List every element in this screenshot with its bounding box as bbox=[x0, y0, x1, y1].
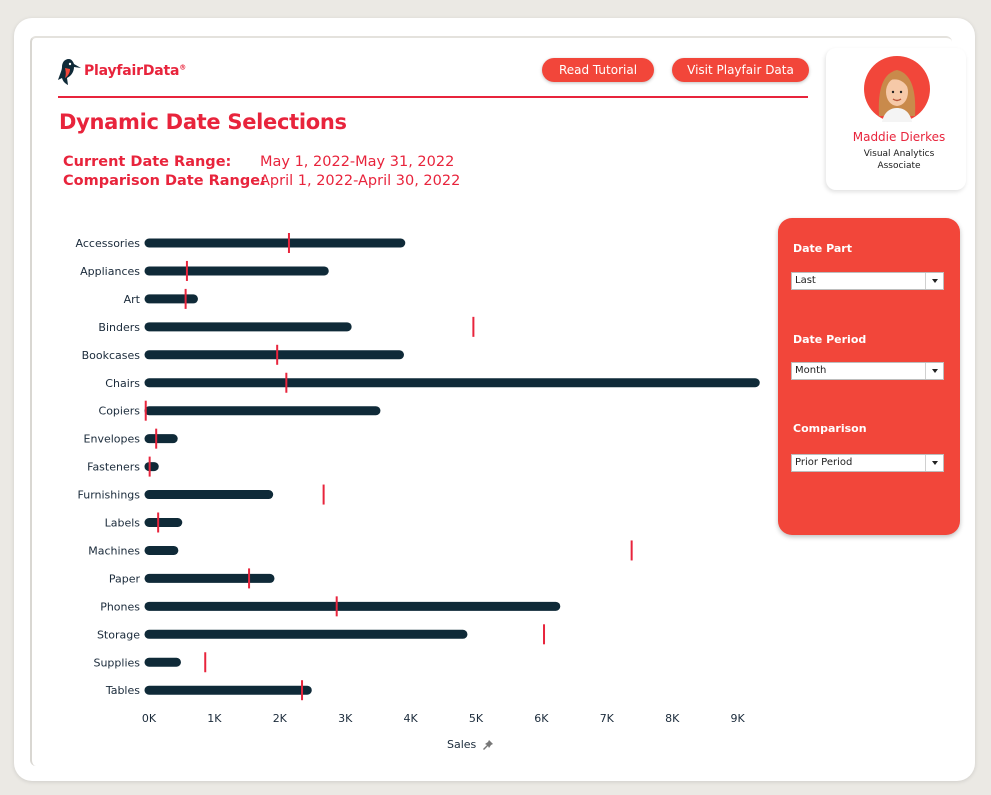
x-axis-title: Sales bbox=[447, 738, 494, 751]
category-label: Chairs bbox=[105, 377, 140, 390]
page-title: Dynamic Date Selections bbox=[59, 110, 347, 134]
category-label: Supplies bbox=[93, 656, 140, 669]
category-label: Binders bbox=[98, 321, 140, 334]
category-label: Fasteners bbox=[87, 461, 140, 474]
category-label: Furnishings bbox=[78, 489, 141, 502]
pin-icon[interactable] bbox=[482, 739, 494, 751]
date-period-select[interactable]: Month bbox=[791, 362, 944, 380]
filter-panel: Date Part Last Date Period Month Compari… bbox=[778, 218, 960, 535]
category-label: Copiers bbox=[99, 405, 141, 418]
chevron-down-icon[interactable] bbox=[925, 363, 943, 379]
profile-card: Maddie Dierkes Visual Analytics Associat… bbox=[826, 48, 966, 190]
category-label: Envelopes bbox=[84, 433, 141, 446]
x-tick-label: 9K bbox=[730, 712, 745, 725]
current-range-value: May 1, 2022-May 31, 2022 bbox=[260, 154, 455, 170]
profile-role: Visual Analytics Associate bbox=[863, 149, 935, 171]
category-label: Appliances bbox=[80, 265, 140, 278]
x-tick-label: 4K bbox=[403, 712, 418, 725]
x-tick-label: 0K bbox=[142, 712, 157, 725]
header-divider bbox=[58, 96, 808, 98]
person-avatar-icon bbox=[864, 56, 930, 122]
logo-text: PlayfairData® bbox=[84, 63, 187, 79]
x-tick-label: 2K bbox=[273, 712, 288, 725]
comparison-range-value: April 1, 2022-April 30, 2022 bbox=[260, 173, 461, 189]
comparison-label: Comparison bbox=[793, 422, 867, 435]
chevron-down-icon[interactable] bbox=[925, 273, 943, 289]
comparison-value: Prior Period bbox=[795, 457, 853, 468]
category-label: Labels bbox=[105, 517, 141, 530]
current-range-label: Current Date Range: bbox=[63, 154, 232, 170]
date-part-select[interactable]: Last bbox=[791, 272, 944, 290]
x-tick-label: 6K bbox=[534, 712, 549, 725]
x-tick-label: 3K bbox=[338, 712, 353, 725]
category-label: Bookcases bbox=[82, 349, 141, 362]
x-tick-label: 7K bbox=[600, 712, 615, 725]
x-axis-label: Sales bbox=[447, 738, 477, 751]
playfair-logo[interactable]: PlayfairData® bbox=[56, 56, 186, 86]
category-label: Machines bbox=[88, 544, 140, 557]
date-part-value: Last bbox=[795, 275, 816, 286]
category-label: Tables bbox=[105, 684, 140, 697]
visit-playfair-button[interactable]: Visit Playfair Data bbox=[672, 58, 809, 82]
x-tick-label: 1K bbox=[207, 712, 222, 725]
x-tick-label: 8K bbox=[665, 712, 680, 725]
read-tutorial-button[interactable]: Read Tutorial bbox=[542, 58, 654, 82]
comparison-range-label: Comparison Date Range: bbox=[63, 173, 266, 189]
kingfisher-logo-icon bbox=[58, 59, 81, 85]
category-label: Accessories bbox=[76, 237, 141, 250]
profile-name: Maddie Dierkes bbox=[852, 130, 946, 144]
category-label: Storage bbox=[97, 628, 140, 641]
date-part-label: Date Part bbox=[793, 242, 852, 255]
category-label: Paper bbox=[109, 572, 141, 585]
chevron-down-icon[interactable] bbox=[925, 455, 943, 471]
category-label: Phones bbox=[100, 600, 140, 613]
date-period-value: Month bbox=[795, 365, 827, 376]
comparison-select[interactable]: Prior Period bbox=[791, 454, 944, 472]
category-label: Art bbox=[124, 293, 141, 306]
date-period-label: Date Period bbox=[793, 333, 867, 346]
x-tick-label: 5K bbox=[469, 712, 484, 725]
